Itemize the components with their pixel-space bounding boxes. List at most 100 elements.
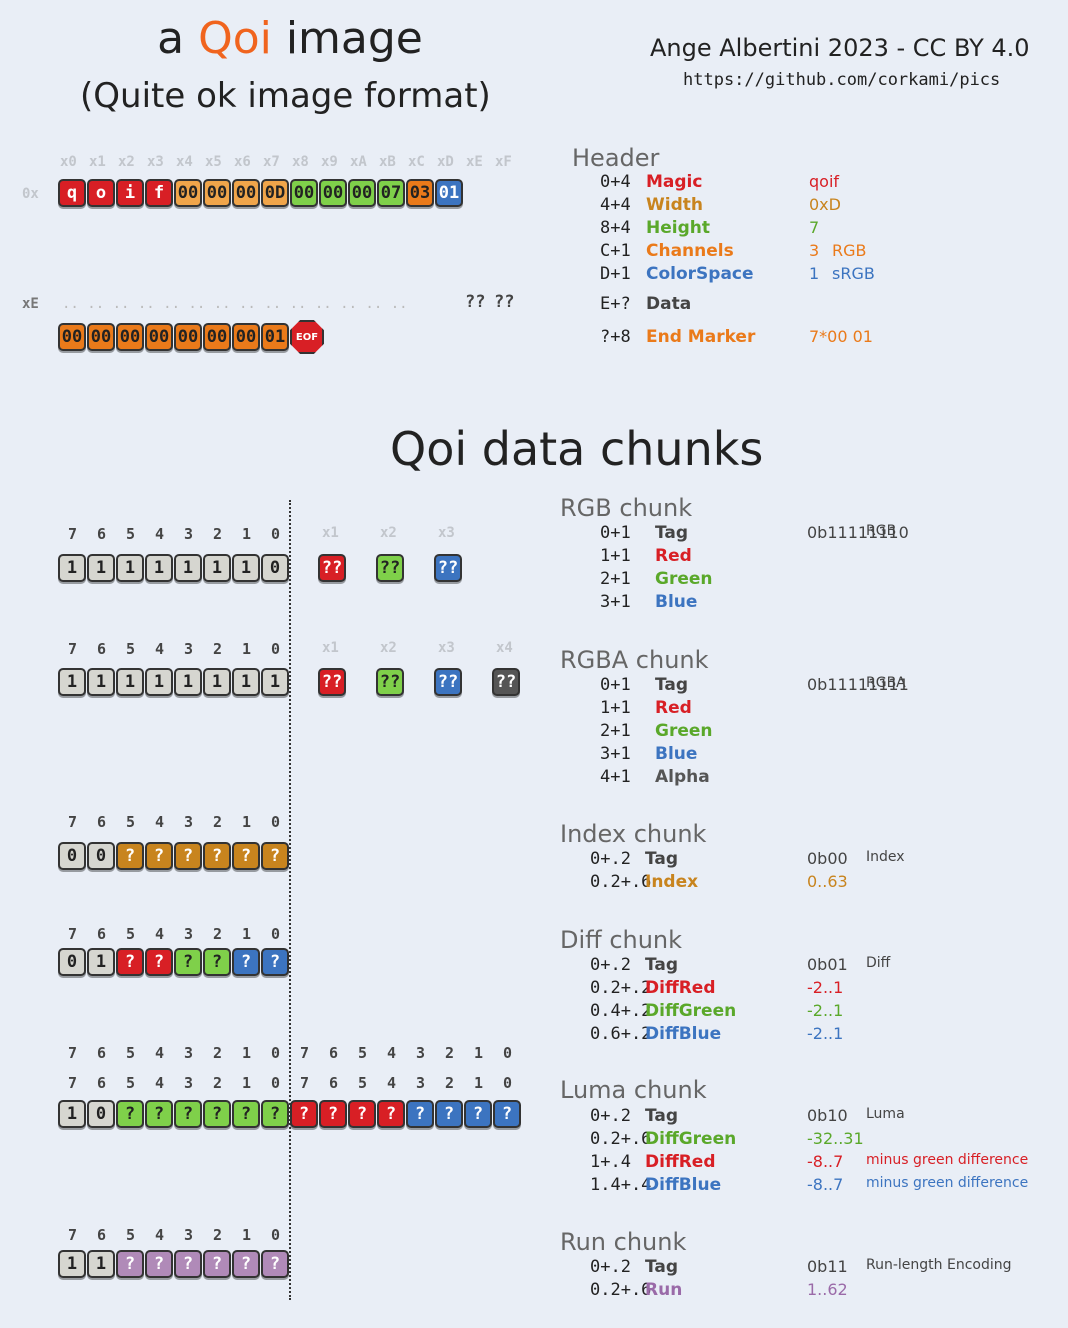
field-extra: Luma (866, 1106, 905, 1122)
field-offset: 0+.2 (590, 955, 631, 975)
field-value: -2..1 (807, 978, 844, 997)
field-offset: 1+1 (600, 546, 631, 566)
field-name: Green (655, 569, 713, 589)
hex-byte: 0D (261, 179, 289, 207)
bit-number: 6 (329, 1074, 339, 1092)
bit-cell: 0 (261, 554, 289, 582)
end-marker-byte: 00 (116, 323, 144, 351)
bit-number: 3 (184, 640, 194, 658)
field-name: Channels (646, 241, 734, 261)
byte-cell: ?? (376, 668, 404, 696)
hex-byte: i (116, 179, 144, 207)
bit-number: 0 (271, 1226, 281, 1244)
bit-cell: ? (203, 1250, 231, 1278)
bit-cell: 1 (58, 668, 86, 696)
bit-number: 0 (503, 1074, 513, 1092)
bit-cell: 1 (232, 554, 260, 582)
field-offset: 0+.2 (590, 1257, 631, 1277)
bit-cell: ? (145, 1250, 173, 1278)
bit-number: 5 (126, 1044, 136, 1062)
byte-header: x1 (322, 525, 339, 541)
field-value: qoif (809, 172, 840, 191)
field-name: Magic (646, 172, 703, 192)
field-offset: C+1 (600, 241, 631, 261)
field-offset: 2+1 (600, 721, 631, 741)
field-name: Tag (645, 955, 679, 975)
author-url[interactable]: https://github.com/corkami/pics (683, 70, 1001, 90)
hex-byte: 00 (348, 179, 376, 207)
bit-cell: ? (116, 948, 144, 976)
byte-header: x3 (438, 525, 455, 541)
bit-cell: 1 (203, 668, 231, 696)
field-name: ColorSpace (646, 264, 754, 284)
bit-cell: ? (116, 1100, 144, 1128)
field-name: Red (655, 698, 692, 718)
bit-cell: ? (232, 1250, 260, 1278)
end-marker-byte: 00 (174, 323, 202, 351)
byte-boundary-line (289, 500, 291, 1300)
bit-number: 5 (126, 1074, 136, 1092)
index-section-title: Index chunk (560, 820, 707, 848)
bit-number: 2 (213, 925, 223, 943)
end-marker-byte: 01 (261, 323, 289, 351)
bit-cell: ? (232, 948, 260, 976)
luma-bit-row: 1 0?????????????? (58, 1100, 528, 1130)
bit-number: 7 (68, 640, 78, 658)
hex-col-header: x3 (147, 154, 164, 170)
bit-number: 5 (126, 925, 136, 943)
hex-col-header: x9 (321, 154, 338, 170)
hex-byte: 07 (377, 179, 405, 207)
bit-cell: 0 (58, 842, 86, 870)
bit-number: 3 (184, 1226, 194, 1244)
bit-number: 1 (242, 813, 252, 831)
field-value: 0xD (809, 195, 841, 214)
bit-cell: 1 (261, 668, 289, 696)
bit-cell: ? (261, 948, 289, 976)
end-marker-byte: 00 (87, 323, 115, 351)
field-name: Blue (655, 592, 698, 612)
byte-cell: ?? (434, 668, 462, 696)
bit-cell: ? (174, 948, 202, 976)
end-marker-byte: 00 (145, 323, 173, 351)
hex-col-header: xF (495, 154, 512, 170)
byte-header: x2 (380, 525, 397, 541)
hex-byte: 01 (435, 179, 463, 207)
bit-number: 5 (126, 813, 136, 831)
field-offset: 3+1 (600, 744, 631, 764)
bit-cell: ? (319, 1100, 347, 1128)
byte-cell: ?? (492, 668, 520, 696)
row-label-0x: 0x (22, 186, 39, 202)
field-name: Blue (655, 744, 698, 764)
bit-number: 4 (155, 813, 165, 831)
bit-cell: 1 (87, 668, 115, 696)
byte-cell: ?? (318, 554, 346, 582)
hex-col-header: xC (408, 154, 425, 170)
field-offset: E+? (600, 294, 631, 314)
field-name: End Marker (646, 327, 756, 347)
bit-cell: 1 (116, 668, 144, 696)
field-extra: Run-length Encoding (866, 1257, 1012, 1273)
byte-header: x1 (322, 640, 339, 656)
bit-cell: 1 (145, 668, 173, 696)
bit-cell: ? (174, 1250, 202, 1278)
byte-cell: ?? (318, 668, 346, 696)
bit-cell: ? (464, 1100, 492, 1128)
bit-cell: 1 (145, 554, 173, 582)
bit-number: 3 (416, 1044, 426, 1062)
hex-row-0: q o i f 00 00 00 0D 00 00 00 07 03 01 (58, 179, 468, 209)
bit-number: 6 (97, 1226, 107, 1244)
byte-header: x2 (380, 640, 397, 656)
main-title: a Qoi image (157, 13, 423, 64)
field-value: 1..62 (807, 1280, 848, 1299)
end-marker-byte: 00 (232, 323, 260, 351)
row-label-xE: xE (22, 296, 39, 312)
field-offset: 0.2+.6 (590, 1280, 652, 1300)
bit-cell: 1 (58, 1250, 86, 1278)
hex-col-header: xB (379, 154, 396, 170)
bit-cell: ? (203, 948, 231, 976)
field-name: Tag (645, 1257, 679, 1277)
bit-cell: ? (493, 1100, 521, 1128)
bit-number: 0 (271, 813, 281, 831)
bit-number: 0 (271, 925, 281, 943)
